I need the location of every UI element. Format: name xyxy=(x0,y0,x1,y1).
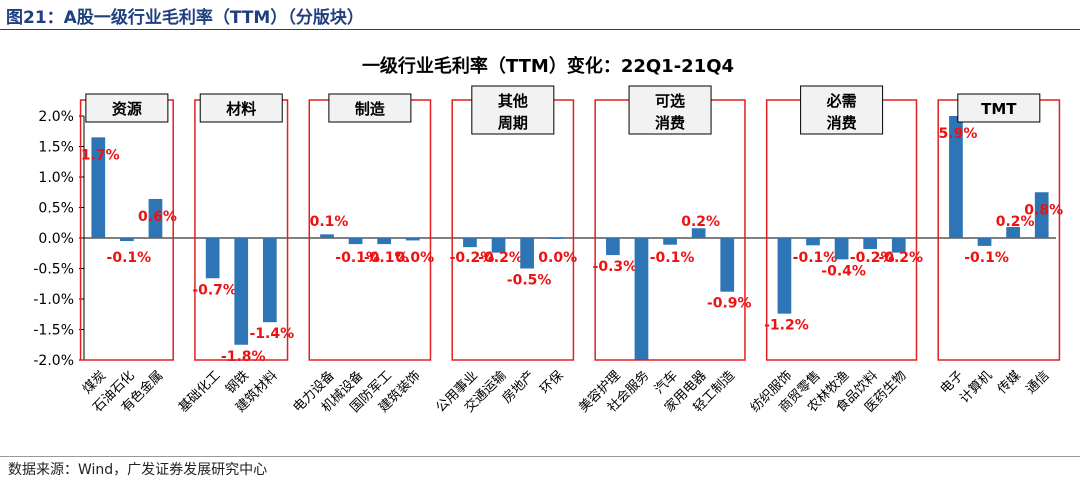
bar xyxy=(806,238,820,246)
source-note: 数据来源：Wind，广发证券发展研究中心 xyxy=(8,462,268,478)
y-tick-label: -0.5% xyxy=(33,262,74,278)
bar xyxy=(120,238,134,242)
group-name: 消费 xyxy=(827,114,857,132)
bottom-rule xyxy=(0,456,1080,457)
bar xyxy=(205,238,220,279)
bar xyxy=(320,234,334,238)
bar xyxy=(405,238,420,241)
group-frame xyxy=(451,99,575,361)
data-label: 0.1% xyxy=(310,214,349,230)
bar xyxy=(520,238,534,269)
group-name: 消费 xyxy=(655,114,685,132)
bar xyxy=(777,238,792,314)
group-name-box xyxy=(328,93,412,123)
data-label: -1.4% xyxy=(250,326,295,342)
group-name: 必需 xyxy=(826,92,857,110)
y-tick-label: 1.5% xyxy=(38,140,74,156)
group-name-box xyxy=(800,85,884,135)
data-label: -0.7% xyxy=(192,282,237,298)
bar xyxy=(377,238,392,245)
bar xyxy=(463,238,477,248)
data-label: -0.1% xyxy=(650,250,695,266)
y-tick-label: -1.5% xyxy=(33,323,74,339)
data-label: -1.8% xyxy=(221,349,266,365)
data-label: 5.9% xyxy=(939,126,978,142)
group-name-box xyxy=(199,93,283,123)
bar xyxy=(977,238,992,246)
title-rule xyxy=(0,29,1080,30)
category-label: 基础化工 xyxy=(176,368,223,415)
figure-title: 图21：A股一级行业毛利率（TTM）（分版块） xyxy=(6,8,364,28)
data-label: -1.2% xyxy=(764,318,809,334)
bar xyxy=(834,238,849,260)
y-tick-label: -2.0% xyxy=(33,353,74,369)
bar xyxy=(1006,227,1020,238)
bar xyxy=(634,238,649,360)
bar xyxy=(949,116,963,238)
data-label: -0.9% xyxy=(707,296,752,312)
data-label: -0.4% xyxy=(821,263,866,279)
bar xyxy=(548,238,563,239)
group-name: 材料 xyxy=(226,100,256,118)
data-label: -0.1% xyxy=(335,250,380,266)
group-name: 可选 xyxy=(655,92,685,110)
data-label: 0.2% xyxy=(996,214,1035,230)
y-tick-label: 0.0% xyxy=(38,231,74,247)
data-label: -0.1% xyxy=(364,250,409,266)
data-label: -0.1% xyxy=(107,250,152,266)
category-label: 传媒 xyxy=(995,368,1024,397)
bar xyxy=(691,228,706,238)
data-label: -0.2% xyxy=(450,250,495,266)
data-label: -0.1% xyxy=(793,250,838,266)
data-label: -0.2% xyxy=(878,250,923,266)
bar xyxy=(1034,192,1049,238)
data-label: 0.8% xyxy=(1024,202,1063,218)
data-label: 0.0% xyxy=(538,250,577,266)
bar xyxy=(348,238,363,245)
category-label: 计算机 xyxy=(957,368,995,406)
group-name-box xyxy=(628,85,712,135)
bar-chart: 一级行业毛利率（TTM）变化：22Q1-21Q4 2.0% 1.5% 1.0% 0.5… xyxy=(33,55,1063,416)
bar xyxy=(148,198,163,238)
group-name: 其他 xyxy=(498,92,528,110)
data-label: 1.7% xyxy=(81,147,120,163)
group-name: 周期 xyxy=(498,114,528,132)
bar xyxy=(891,238,906,253)
bar xyxy=(234,238,249,345)
bar xyxy=(720,238,735,292)
bar xyxy=(262,238,277,323)
group-frame xyxy=(308,99,432,361)
bar xyxy=(491,238,506,253)
chart-title: 一级行业毛利率（TTM）变化：22Q1-21Q4 xyxy=(362,55,734,77)
data-label: -0.1% xyxy=(964,250,1009,266)
group-name-box xyxy=(471,85,555,135)
group-name-box xyxy=(957,93,1041,123)
y-tick-label: 0.5% xyxy=(38,201,74,217)
group-name: 制造 xyxy=(355,100,385,118)
group-name: TMT xyxy=(981,100,1017,118)
group-name-box xyxy=(85,93,169,123)
data-label: -0.3% xyxy=(593,259,638,275)
category-label: 环保 xyxy=(538,368,567,397)
group-frame xyxy=(594,99,746,361)
bar xyxy=(606,238,620,256)
category-label: 房地产 xyxy=(499,368,538,407)
plot-area: 1.7%煤炭-0.1%石油石化0.6%有色金属-0.7%基础化工-1.8%钢铁-… xyxy=(79,85,1063,416)
data-label: -0.5% xyxy=(507,273,552,289)
y-axis: 2.0% 1.5% 1.0% 0.5% 0.0% -0.5% -1.0% -1.5% -2.0% xyxy=(33,109,85,369)
data-label: -0.2% xyxy=(478,250,523,266)
bar xyxy=(91,137,106,238)
y-tick-label: 1.0% xyxy=(38,170,74,186)
bar xyxy=(863,238,878,249)
y-tick-label: 2.0% xyxy=(38,109,74,125)
data-label: 0.0% xyxy=(395,250,434,266)
category-label: 通信 xyxy=(1024,368,1053,397)
y-tick-label: -1.0% xyxy=(33,292,74,308)
data-label: -0.2% xyxy=(850,250,895,266)
data-label: 0.2% xyxy=(681,214,720,230)
bar xyxy=(663,238,677,245)
group-name: 资源 xyxy=(112,100,142,118)
data-label: 0.6% xyxy=(138,209,177,225)
